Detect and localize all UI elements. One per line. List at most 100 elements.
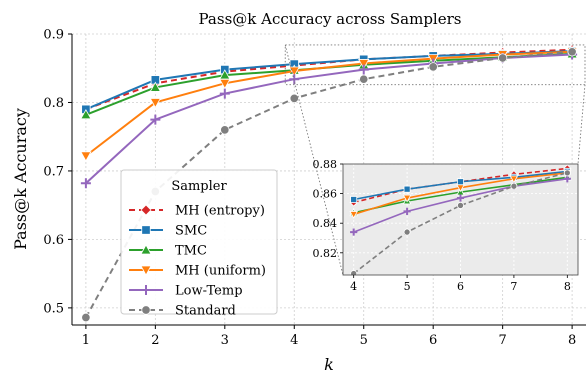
legend-marker — [140, 204, 152, 216]
x-tick-label: 6 — [429, 333, 437, 348]
zoom-connector-line — [284, 44, 344, 276]
series-line — [85, 50, 573, 111]
inset-x-tick-label: 4 — [350, 280, 357, 293]
zoom-connector-line — [577, 84, 586, 165]
data-point — [428, 62, 438, 72]
data-point — [219, 88, 230, 99]
inset-zoom-chart: 4 5 6 7 8 0.82 0.84 0.86 0.88 — [313, 158, 579, 293]
data-point — [149, 98, 162, 109]
y-tick-label: 0.6 — [43, 233, 64, 248]
data-point — [80, 178, 91, 189]
data-point — [403, 185, 411, 193]
legend-label: Standard — [175, 304, 236, 319]
series-line — [85, 50, 573, 157]
y-tick-label: 0.9 — [43, 28, 64, 43]
data-point — [456, 184, 465, 193]
data-point — [80, 151, 92, 162]
series-line — [85, 48, 573, 111]
inset-series-line — [353, 172, 568, 275]
legend-title: Sampler — [171, 179, 227, 194]
inset-y-tick-label: 0.88 — [313, 158, 338, 171]
zoom-region-box — [284, 44, 586, 86]
zoom-indicator — [284, 44, 586, 276]
x-tick-label: 3 — [221, 333, 229, 348]
inset-y-tick-label: 0.84 — [313, 217, 338, 230]
data-point — [80, 108, 92, 120]
data-point — [289, 93, 299, 104]
x-tick-label: 2 — [151, 333, 159, 348]
inset-x-tick-label: 5 — [404, 280, 411, 293]
legend-marker — [140, 244, 152, 255]
data-point — [457, 178, 464, 186]
data-point — [81, 312, 91, 323]
inset-x-tick-label: 6 — [457, 280, 464, 293]
inset-x-tick-label: 8 — [564, 280, 571, 293]
data-point — [350, 228, 358, 236]
data-point — [509, 175, 519, 184]
x-axis-label: k — [324, 355, 334, 374]
x-tick-label: 5 — [360, 333, 368, 348]
data-point — [497, 53, 508, 63]
data-point — [403, 228, 411, 236]
legend-marker — [140, 265, 152, 276]
x-tick-label: 8 — [568, 333, 576, 348]
data-point — [350, 270, 358, 275]
data-point — [358, 59, 370, 70]
inset-series-standard — [350, 169, 571, 275]
inset-y-tick-label: 0.86 — [313, 188, 338, 201]
series-line — [85, 50, 573, 318]
data-point — [403, 207, 411, 215]
data-point — [350, 196, 358, 203]
data-point — [456, 194, 465, 202]
data-point — [563, 169, 571, 177]
series-standard — [81, 47, 577, 323]
y-axis-label-text: Pass@k Accuracy — [11, 108, 30, 250]
legend: Sampler MH (entropy) SMC TMC MH (uniform) Lo… — [120, 169, 278, 319]
legend-marker — [141, 285, 151, 295]
data-point — [150, 114, 161, 125]
inset-y-tick-label: 0.82 — [313, 247, 338, 260]
data-point — [567, 47, 577, 57]
x-tick-label: 7 — [499, 333, 507, 348]
data-point — [149, 81, 162, 92]
data-point — [349, 211, 358, 219]
data-point — [359, 74, 369, 84]
inset-ticks: 4 5 6 7 8 0.82 0.84 0.86 0.88 — [313, 158, 571, 293]
legend-label: MH (uniform) — [175, 264, 266, 279]
legend-label: TMC — [175, 244, 207, 259]
data-point — [510, 182, 518, 190]
legend-item: Standard — [129, 304, 236, 319]
inset-series — [349, 164, 572, 275]
y-tick-label: 0.7 — [43, 164, 64, 179]
chart-title: Pass@k Accuracy across Samplers — [199, 10, 462, 28]
data-point — [457, 201, 464, 209]
x-tick-label: 4 — [290, 333, 298, 348]
inset-x-tick-label: 7 — [510, 280, 517, 293]
data-point — [563, 175, 571, 183]
inset-series-low-temp — [350, 175, 571, 236]
legend-item: SMC — [129, 224, 207, 239]
legend-box — [120, 169, 278, 315]
legend-label: MH (entropy) — [175, 204, 265, 219]
legend-item: MH (entropy) — [129, 204, 265, 219]
legend-item: TMC — [129, 244, 207, 259]
legend-marker — [141, 305, 151, 315]
y-tick-label: 0.8 — [43, 96, 64, 111]
main-axes — [71, 34, 586, 326]
data-point — [358, 64, 369, 75]
y-axis-label: Pass@k Accuracy — [11, 108, 30, 250]
y-tick-label: 0.5 — [43, 301, 64, 316]
legend-label: SMC — [175, 224, 207, 239]
data-point — [220, 125, 230, 135]
legend-item: Low-Temp — [129, 284, 243, 299]
legend-label: Low-Temp — [175, 284, 243, 299]
data-point — [219, 78, 231, 90]
x-tick-label: 1 — [82, 333, 90, 348]
data-point — [402, 194, 412, 203]
legend-item: MH (uniform) — [129, 264, 266, 279]
main-series — [80, 44, 578, 323]
legend-marker — [141, 225, 151, 235]
main-ticks: 1 2 3 4 5 6 7 8 0.5 0.6 0.7 0.8 0.9 — [43, 28, 576, 349]
legend-items: MH (entropy) SMC TMC MH (uniform) Low-Temp St… — [129, 204, 266, 319]
